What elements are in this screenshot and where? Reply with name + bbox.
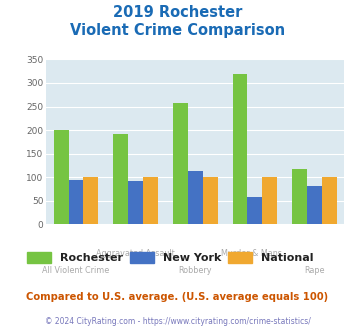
Bar: [262, 177, 277, 224]
Bar: [113, 134, 128, 224]
Bar: [203, 177, 218, 224]
Bar: [292, 169, 307, 224]
Text: Rape: Rape: [304, 266, 325, 275]
Bar: [83, 177, 98, 224]
Text: © 2024 CityRating.com - https://www.cityrating.com/crime-statistics/: © 2024 CityRating.com - https://www.city…: [45, 317, 310, 326]
Bar: [188, 171, 203, 224]
Bar: [54, 130, 69, 224]
Bar: [247, 197, 262, 224]
Text: Murder & Mans...: Murder & Mans...: [221, 249, 289, 258]
Bar: [128, 181, 143, 224]
Text: Aggravated Assault: Aggravated Assault: [96, 249, 175, 258]
Bar: [233, 74, 247, 224]
Text: All Violent Crime: All Violent Crime: [42, 266, 110, 275]
Bar: [307, 186, 322, 224]
Text: 2019 Rochester: 2019 Rochester: [113, 5, 242, 20]
Legend: Rochester, New York, National: Rochester, New York, National: [23, 249, 317, 267]
Text: Robbery: Robbery: [179, 266, 212, 275]
Bar: [322, 177, 337, 224]
Text: Violent Crime Comparison: Violent Crime Comparison: [70, 23, 285, 38]
Bar: [143, 177, 158, 224]
Text: Compared to U.S. average. (U.S. average equals 100): Compared to U.S. average. (U.S. average …: [26, 292, 329, 302]
Bar: [69, 180, 83, 224]
Bar: [173, 103, 188, 224]
